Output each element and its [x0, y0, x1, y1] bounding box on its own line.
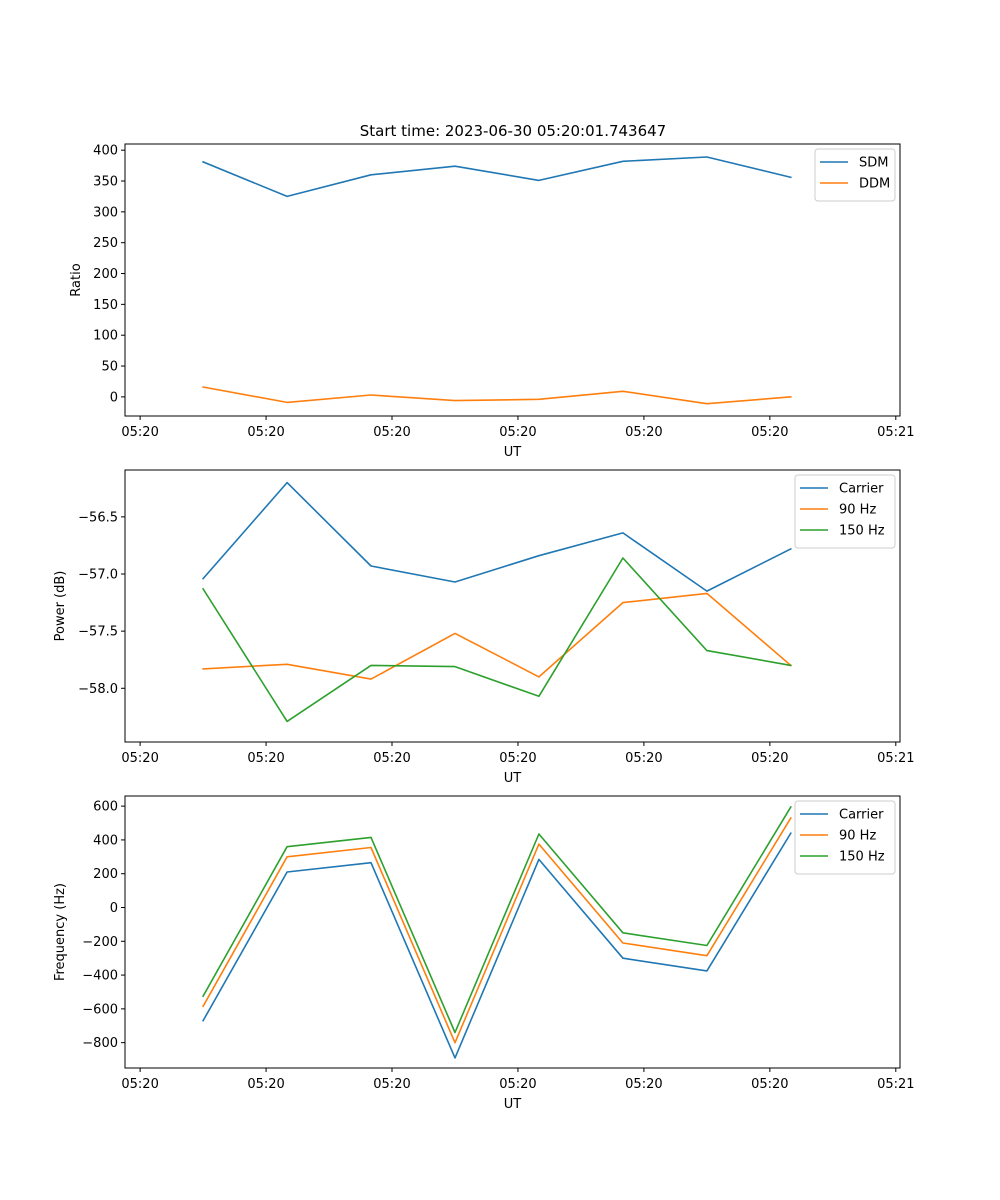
- x-tick-label: 05:20: [121, 425, 158, 440]
- series-line-150-hz: [202, 805, 792, 1034]
- axes-frame: [124, 469, 901, 743]
- y-tick-label: −600: [82, 1002, 118, 1017]
- x-axis-label: UT: [504, 445, 522, 460]
- x-tick-label: 05:20: [499, 751, 536, 766]
- x-tick-label: 05:20: [751, 1077, 788, 1092]
- x-tick-label: 05:20: [247, 425, 284, 440]
- legend: SDM DDM: [814, 148, 896, 202]
- series-line-carrier: [202, 832, 792, 1059]
- legend-label: Carrier: [839, 482, 884, 497]
- y-tick-label: 300: [93, 205, 118, 220]
- y-tick-label: −57.5: [78, 625, 118, 640]
- y-tick-label: 200: [93, 867, 118, 882]
- x-tick-label: 05:20: [373, 751, 410, 766]
- x-tick-label: 05:20: [247, 751, 284, 766]
- y-tick-label: −57.0: [78, 568, 118, 583]
- frequency-subplot: 05:20 05:20 05:20 05:20 05:20 05:20 05:21 −800 −…: [53, 795, 915, 1112]
- axes-frame: [124, 143, 901, 417]
- y-tick-label: 150: [93, 298, 118, 313]
- y-axis-label: Power (dB): [53, 571, 68, 642]
- series-line-90-hz: [202, 592, 792, 680]
- series-line-ddm: [202, 386, 792, 405]
- x-tick-label: 05:21: [877, 1077, 914, 1092]
- x-tick-label: 05:20: [751, 425, 788, 440]
- y-tick-label: 600: [93, 800, 118, 815]
- series-line-carrier: [201, 481, 792, 592]
- x-tick-label: 05:20: [625, 425, 662, 440]
- y-tick-label: 250: [93, 236, 118, 251]
- x-tick-label: 05:21: [877, 751, 914, 766]
- y-tick-label: 400: [93, 833, 118, 848]
- y-tick-label: −58.0: [78, 682, 118, 697]
- x-tick-label: 05:20: [625, 1077, 662, 1092]
- y-tick-label: 0: [110, 901, 118, 916]
- series-line-sdm: [202, 156, 792, 198]
- y-tick-label: 100: [93, 329, 118, 344]
- y-tick-label: 50: [101, 360, 118, 375]
- power-subplot: 05:20 05:20 05:20 05:20 05:20 05:20 05:21 −58.0…: [53, 469, 915, 786]
- ratio-subplot: 05:20 05:20 05:20 05:20 05:20 05:20 05:21 0 50 10…: [69, 143, 915, 460]
- x-axis-label: UT: [504, 1097, 522, 1112]
- y-axis-label: Frequency (Hz): [53, 883, 68, 981]
- legend-label: Carrier: [839, 808, 884, 823]
- legend-label: 90 Hz: [839, 503, 876, 518]
- x-tick-label: 05:20: [247, 1077, 284, 1092]
- x-tick-label: 05:20: [121, 751, 158, 766]
- y-tick-label: −800: [82, 1036, 118, 1051]
- series-line-90-hz: [202, 816, 792, 1044]
- y-tick-label: −400: [82, 969, 118, 984]
- series-line-150-hz: [201, 557, 792, 723]
- x-tick-label: 05:20: [373, 1077, 410, 1092]
- x-tick-label: 05:20: [625, 751, 662, 766]
- legend: Carrier 90 Hz 150 Hz: [794, 800, 896, 875]
- x-axis-label: UT: [504, 771, 522, 786]
- y-tick-label: −200: [82, 935, 118, 950]
- x-tick-label: 05:20: [751, 751, 788, 766]
- legend: Carrier 90 Hz 150 Hz: [794, 474, 896, 549]
- axes-frame: [124, 795, 901, 1069]
- x-tick-label: 05:20: [121, 1077, 158, 1092]
- figure-title: Start time: 2023-06-30 05:20:01.743647: [360, 122, 666, 140]
- x-tick-label: 05:20: [499, 425, 536, 440]
- y-tick-label: 400: [93, 144, 118, 159]
- y-axis-label: Ratio: [69, 263, 84, 296]
- y-tick-label: 200: [93, 267, 118, 282]
- x-tick-label: 05:20: [373, 425, 410, 440]
- y-tick-label: −56.5: [78, 510, 118, 525]
- y-tick-label: 350: [93, 175, 118, 190]
- legend-label: DDM: [859, 177, 890, 192]
- legend-label: 90 Hz: [839, 829, 876, 844]
- y-tick-label: 0: [110, 390, 118, 405]
- x-tick-label: 05:21: [877, 425, 914, 440]
- legend-label: 150 Hz: [839, 850, 885, 865]
- legend-label: SDM: [859, 156, 888, 171]
- legend-label: 150 Hz: [839, 524, 885, 539]
- x-tick-label: 05:20: [499, 1077, 536, 1092]
